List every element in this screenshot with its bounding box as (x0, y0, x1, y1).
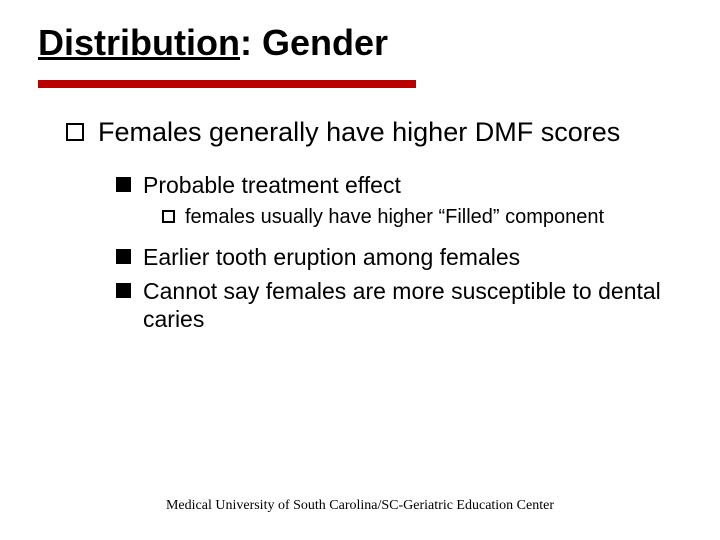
bullet-text: Earlier tooth eruption among females (143, 243, 682, 271)
open-square-icon (66, 123, 84, 141)
bullet-text: Probable treatment effect (143, 171, 682, 199)
filled-square-icon (116, 249, 131, 264)
bullet-level2: Probable treatment effect (116, 171, 682, 199)
filled-square-icon (116, 283, 131, 298)
bullet-level1: Females generally have higher DMF scores (66, 116, 682, 149)
bullet-text: females usually have higher “Filled” com… (185, 205, 682, 229)
slide-title: Distribution: Gender (38, 22, 682, 64)
title-underlined: Distribution (38, 22, 240, 63)
bullet-text: Females generally have higher DMF scores (98, 116, 682, 149)
footer-text: Medical University of South Carolina/SC-… (0, 498, 720, 514)
bullet-text: Cannot say females are more susceptible … (143, 277, 682, 333)
filled-square-icon (116, 177, 131, 192)
open-square-icon (162, 210, 175, 223)
bullet-level3: females usually have higher “Filled” com… (162, 205, 682, 229)
title-rest: : Gender (240, 22, 388, 63)
slide: Distribution: Gender Females generally h… (0, 0, 720, 334)
bullet-level2: Cannot say females are more susceptible … (116, 277, 682, 333)
bullet-level2: Earlier tooth eruption among females (116, 243, 682, 271)
accent-bar (38, 80, 416, 88)
